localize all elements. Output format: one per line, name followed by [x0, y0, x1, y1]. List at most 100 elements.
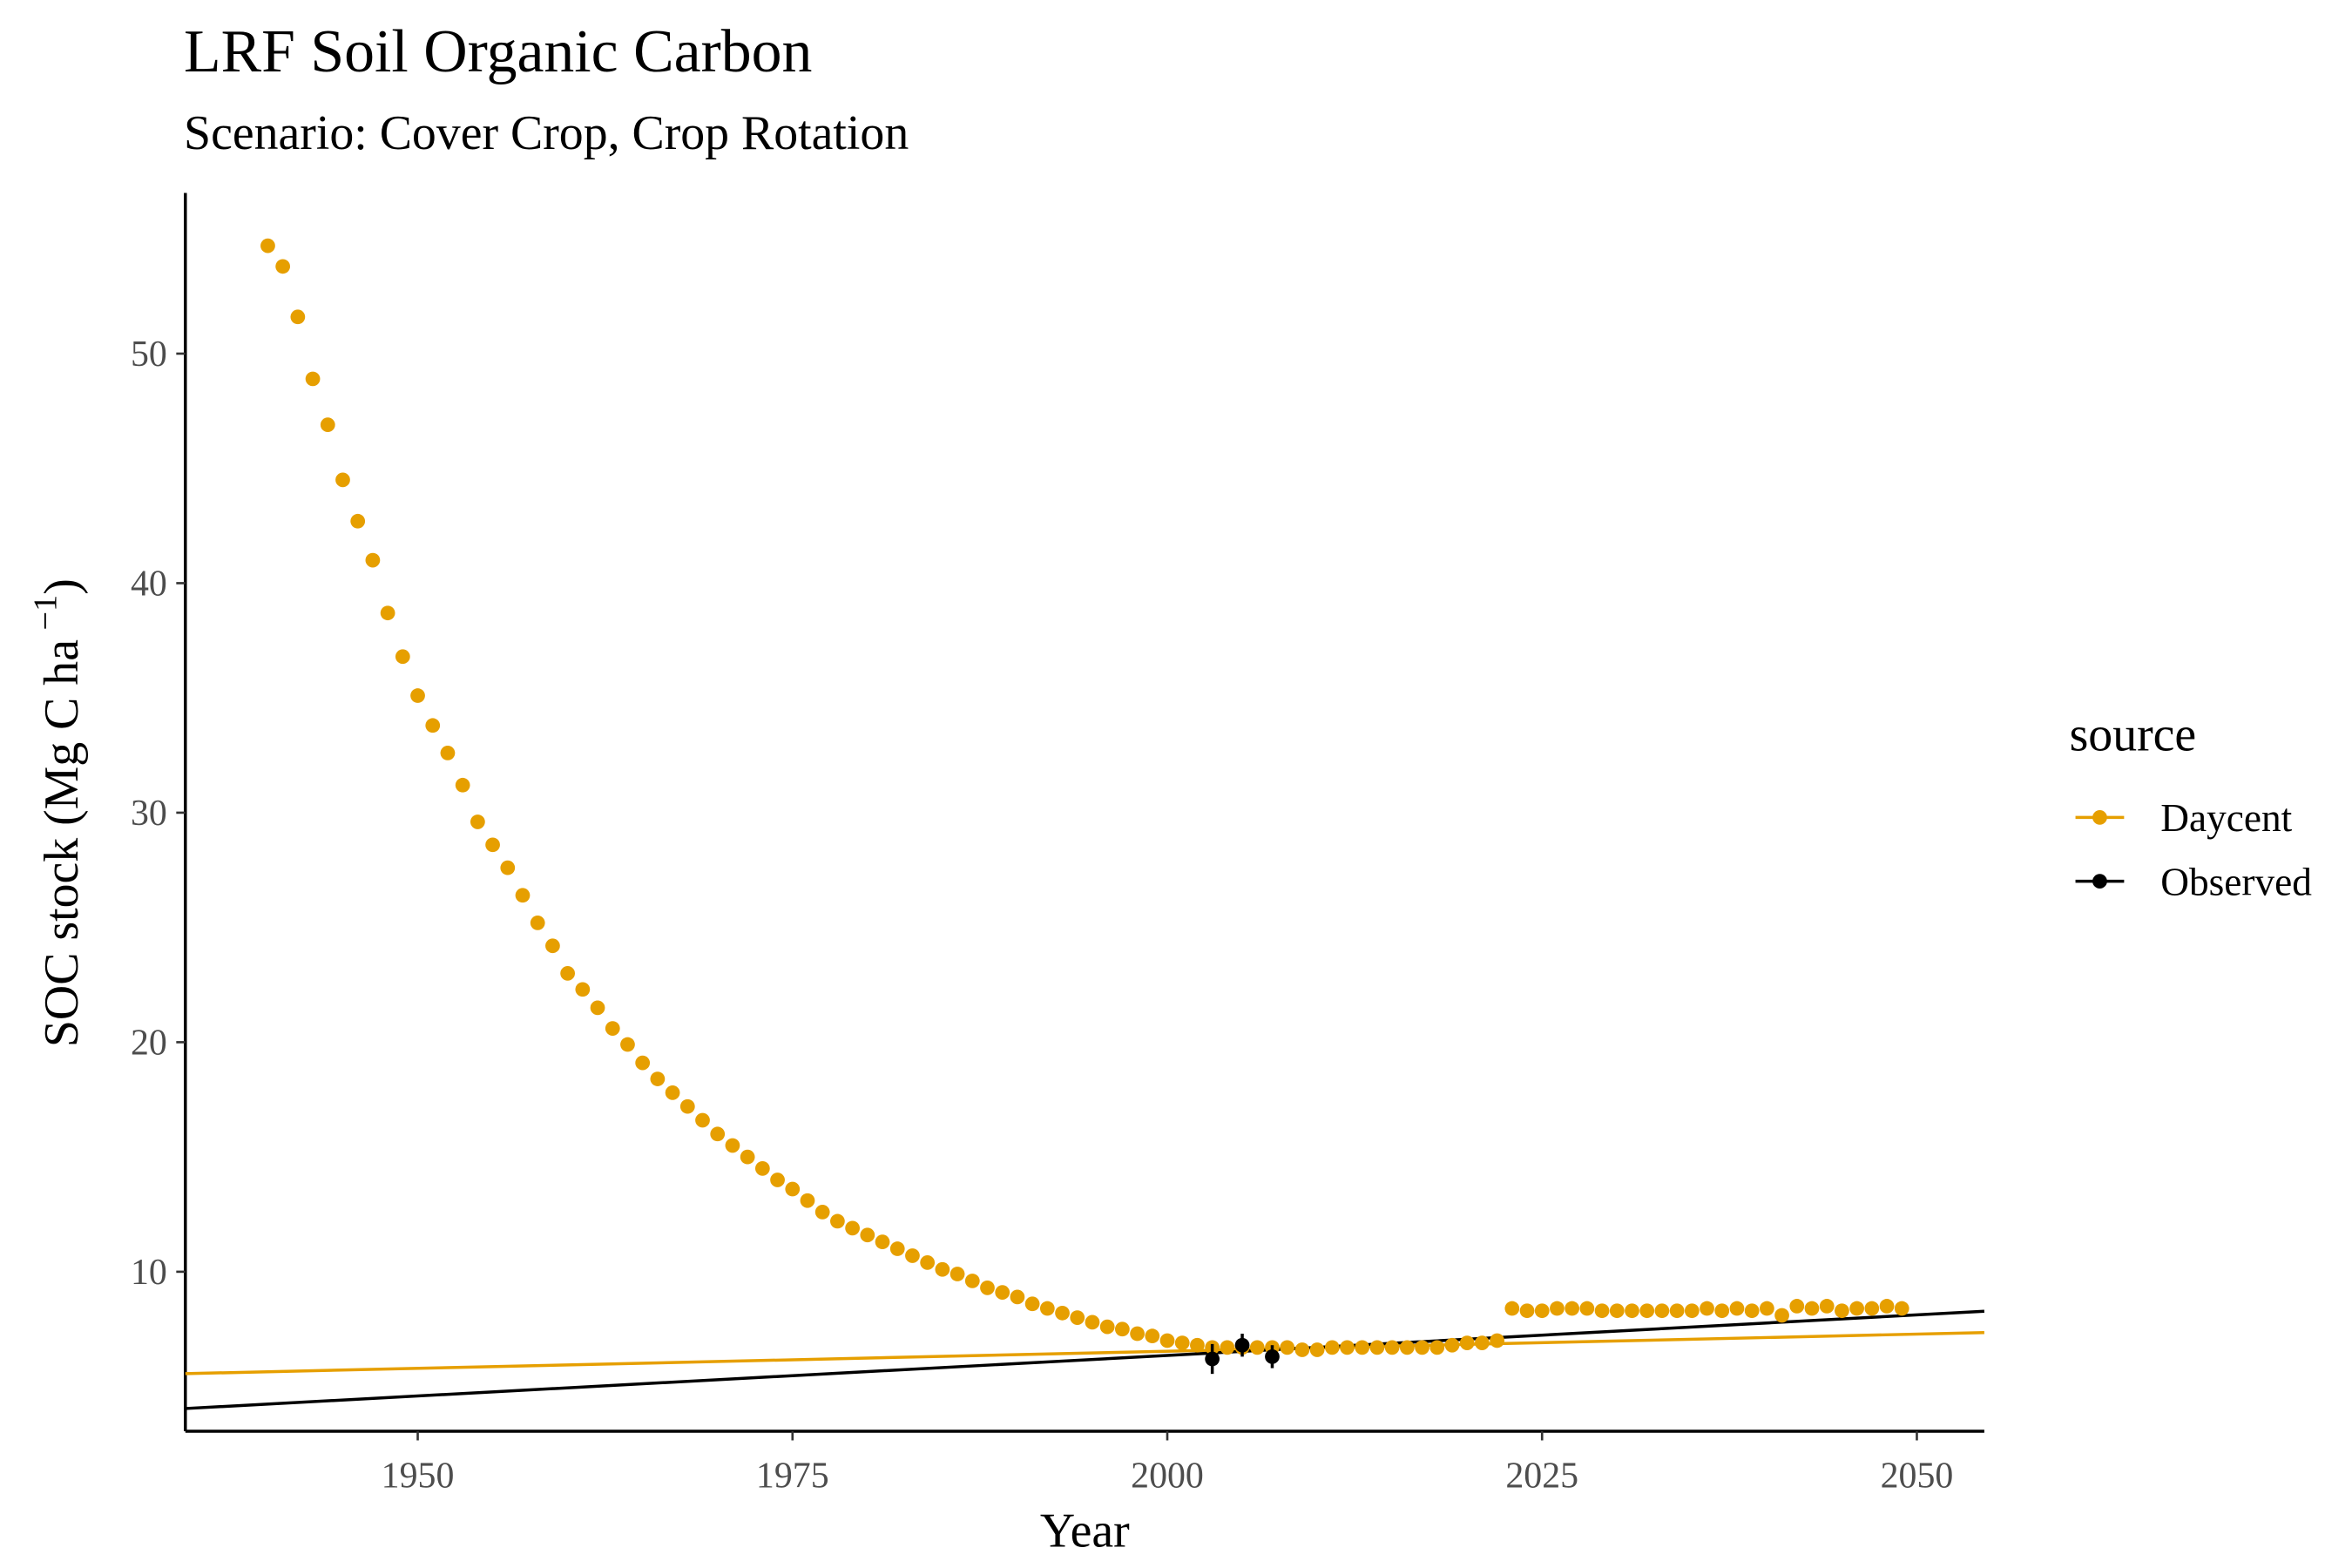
point [1024, 1296, 1040, 1312]
point [814, 1205, 830, 1220]
point [1729, 1301, 1745, 1316]
x-tick-label: 2025 [1505, 1456, 1578, 1497]
point [1369, 1340, 1385, 1355]
point [1234, 1337, 1250, 1353]
point [305, 371, 321, 387]
x-tick-label: 1975 [756, 1456, 829, 1497]
point [335, 472, 350, 488]
legend-key-point [2092, 810, 2107, 825]
point [1340, 1340, 1355, 1355]
chart-title: LRF Soil Organic Carbon [184, 18, 812, 85]
point [425, 718, 441, 733]
point [530, 916, 545, 930]
point [320, 417, 335, 433]
point [740, 1149, 755, 1165]
point [725, 1138, 740, 1153]
trend-line [185, 1309, 1985, 1410]
point [1579, 1301, 1595, 1316]
legend-label: Daycent [2160, 796, 2292, 840]
point [380, 605, 395, 621]
point [950, 1267, 965, 1281]
point [1864, 1301, 1880, 1316]
point [1684, 1303, 1700, 1319]
point [1355, 1340, 1370, 1355]
point [650, 1071, 666, 1086]
point [1159, 1333, 1175, 1348]
y-tick-label: 20 [131, 1023, 167, 1063]
legend-key-point [2092, 874, 2107, 889]
point [1744, 1303, 1760, 1319]
point [1774, 1308, 1789, 1323]
point [1654, 1303, 1670, 1319]
y-tick-label: 30 [131, 794, 167, 834]
trend-line [185, 1330, 1984, 1375]
point [1309, 1342, 1325, 1357]
point [1760, 1301, 1774, 1316]
point [410, 688, 425, 703]
y-tick-label: 50 [131, 335, 167, 375]
point [1384, 1340, 1400, 1355]
point [665, 1085, 680, 1100]
point [905, 1248, 920, 1263]
point [1565, 1301, 1580, 1316]
point [679, 1098, 695, 1114]
point [1294, 1342, 1310, 1357]
point [1804, 1301, 1820, 1316]
point [1519, 1303, 1535, 1319]
y-tick-label: 40 [131, 564, 167, 604]
point [1130, 1326, 1145, 1342]
point [1249, 1340, 1265, 1355]
point [1010, 1289, 1025, 1305]
y-axis-title-suffix: ) [35, 578, 89, 595]
point [754, 1160, 770, 1176]
point [1835, 1303, 1849, 1319]
point [1399, 1340, 1415, 1355]
point [1145, 1328, 1160, 1344]
point [830, 1213, 845, 1229]
point [620, 1037, 635, 1052]
point [1849, 1301, 1864, 1316]
point [1190, 1337, 1205, 1353]
point [365, 552, 381, 568]
point [935, 1261, 950, 1277]
x-axis-title: Year [1040, 1504, 1130, 1558]
point [995, 1285, 1010, 1300]
point [1625, 1303, 1639, 1319]
point [635, 1055, 651, 1071]
point [1609, 1303, 1625, 1319]
point [980, 1280, 995, 1295]
point [1669, 1303, 1685, 1319]
x-tick-label: 2000 [1131, 1456, 1204, 1497]
point [395, 649, 410, 665]
point [875, 1234, 890, 1250]
point [1039, 1301, 1055, 1316]
y-axis-title-main: SOC stock (Mg C ha [35, 639, 89, 1047]
point [605, 1021, 620, 1036]
point [1324, 1340, 1340, 1355]
point [889, 1241, 905, 1256]
point [1415, 1340, 1429, 1355]
point [1490, 1333, 1504, 1348]
point [1894, 1301, 1909, 1316]
point [1700, 1301, 1714, 1316]
legend-label: Observed [2160, 860, 2312, 903]
y-axis-title-superscript: −1 [28, 595, 64, 631]
point [1085, 1315, 1100, 1330]
point [1550, 1301, 1565, 1316]
legend-title: source [2070, 708, 2197, 762]
point [290, 309, 306, 325]
point [500, 860, 516, 875]
point [785, 1181, 801, 1197]
y-tick-label: 10 [131, 1253, 167, 1293]
point [800, 1193, 815, 1208]
point [1819, 1299, 1835, 1314]
point [1280, 1340, 1295, 1355]
point [440, 746, 456, 760]
point [1115, 1321, 1130, 1337]
point [260, 238, 275, 253]
point [1475, 1335, 1490, 1350]
point [515, 888, 531, 903]
point [1879, 1299, 1895, 1314]
x-tick-label: 2050 [1881, 1456, 1954, 1497]
